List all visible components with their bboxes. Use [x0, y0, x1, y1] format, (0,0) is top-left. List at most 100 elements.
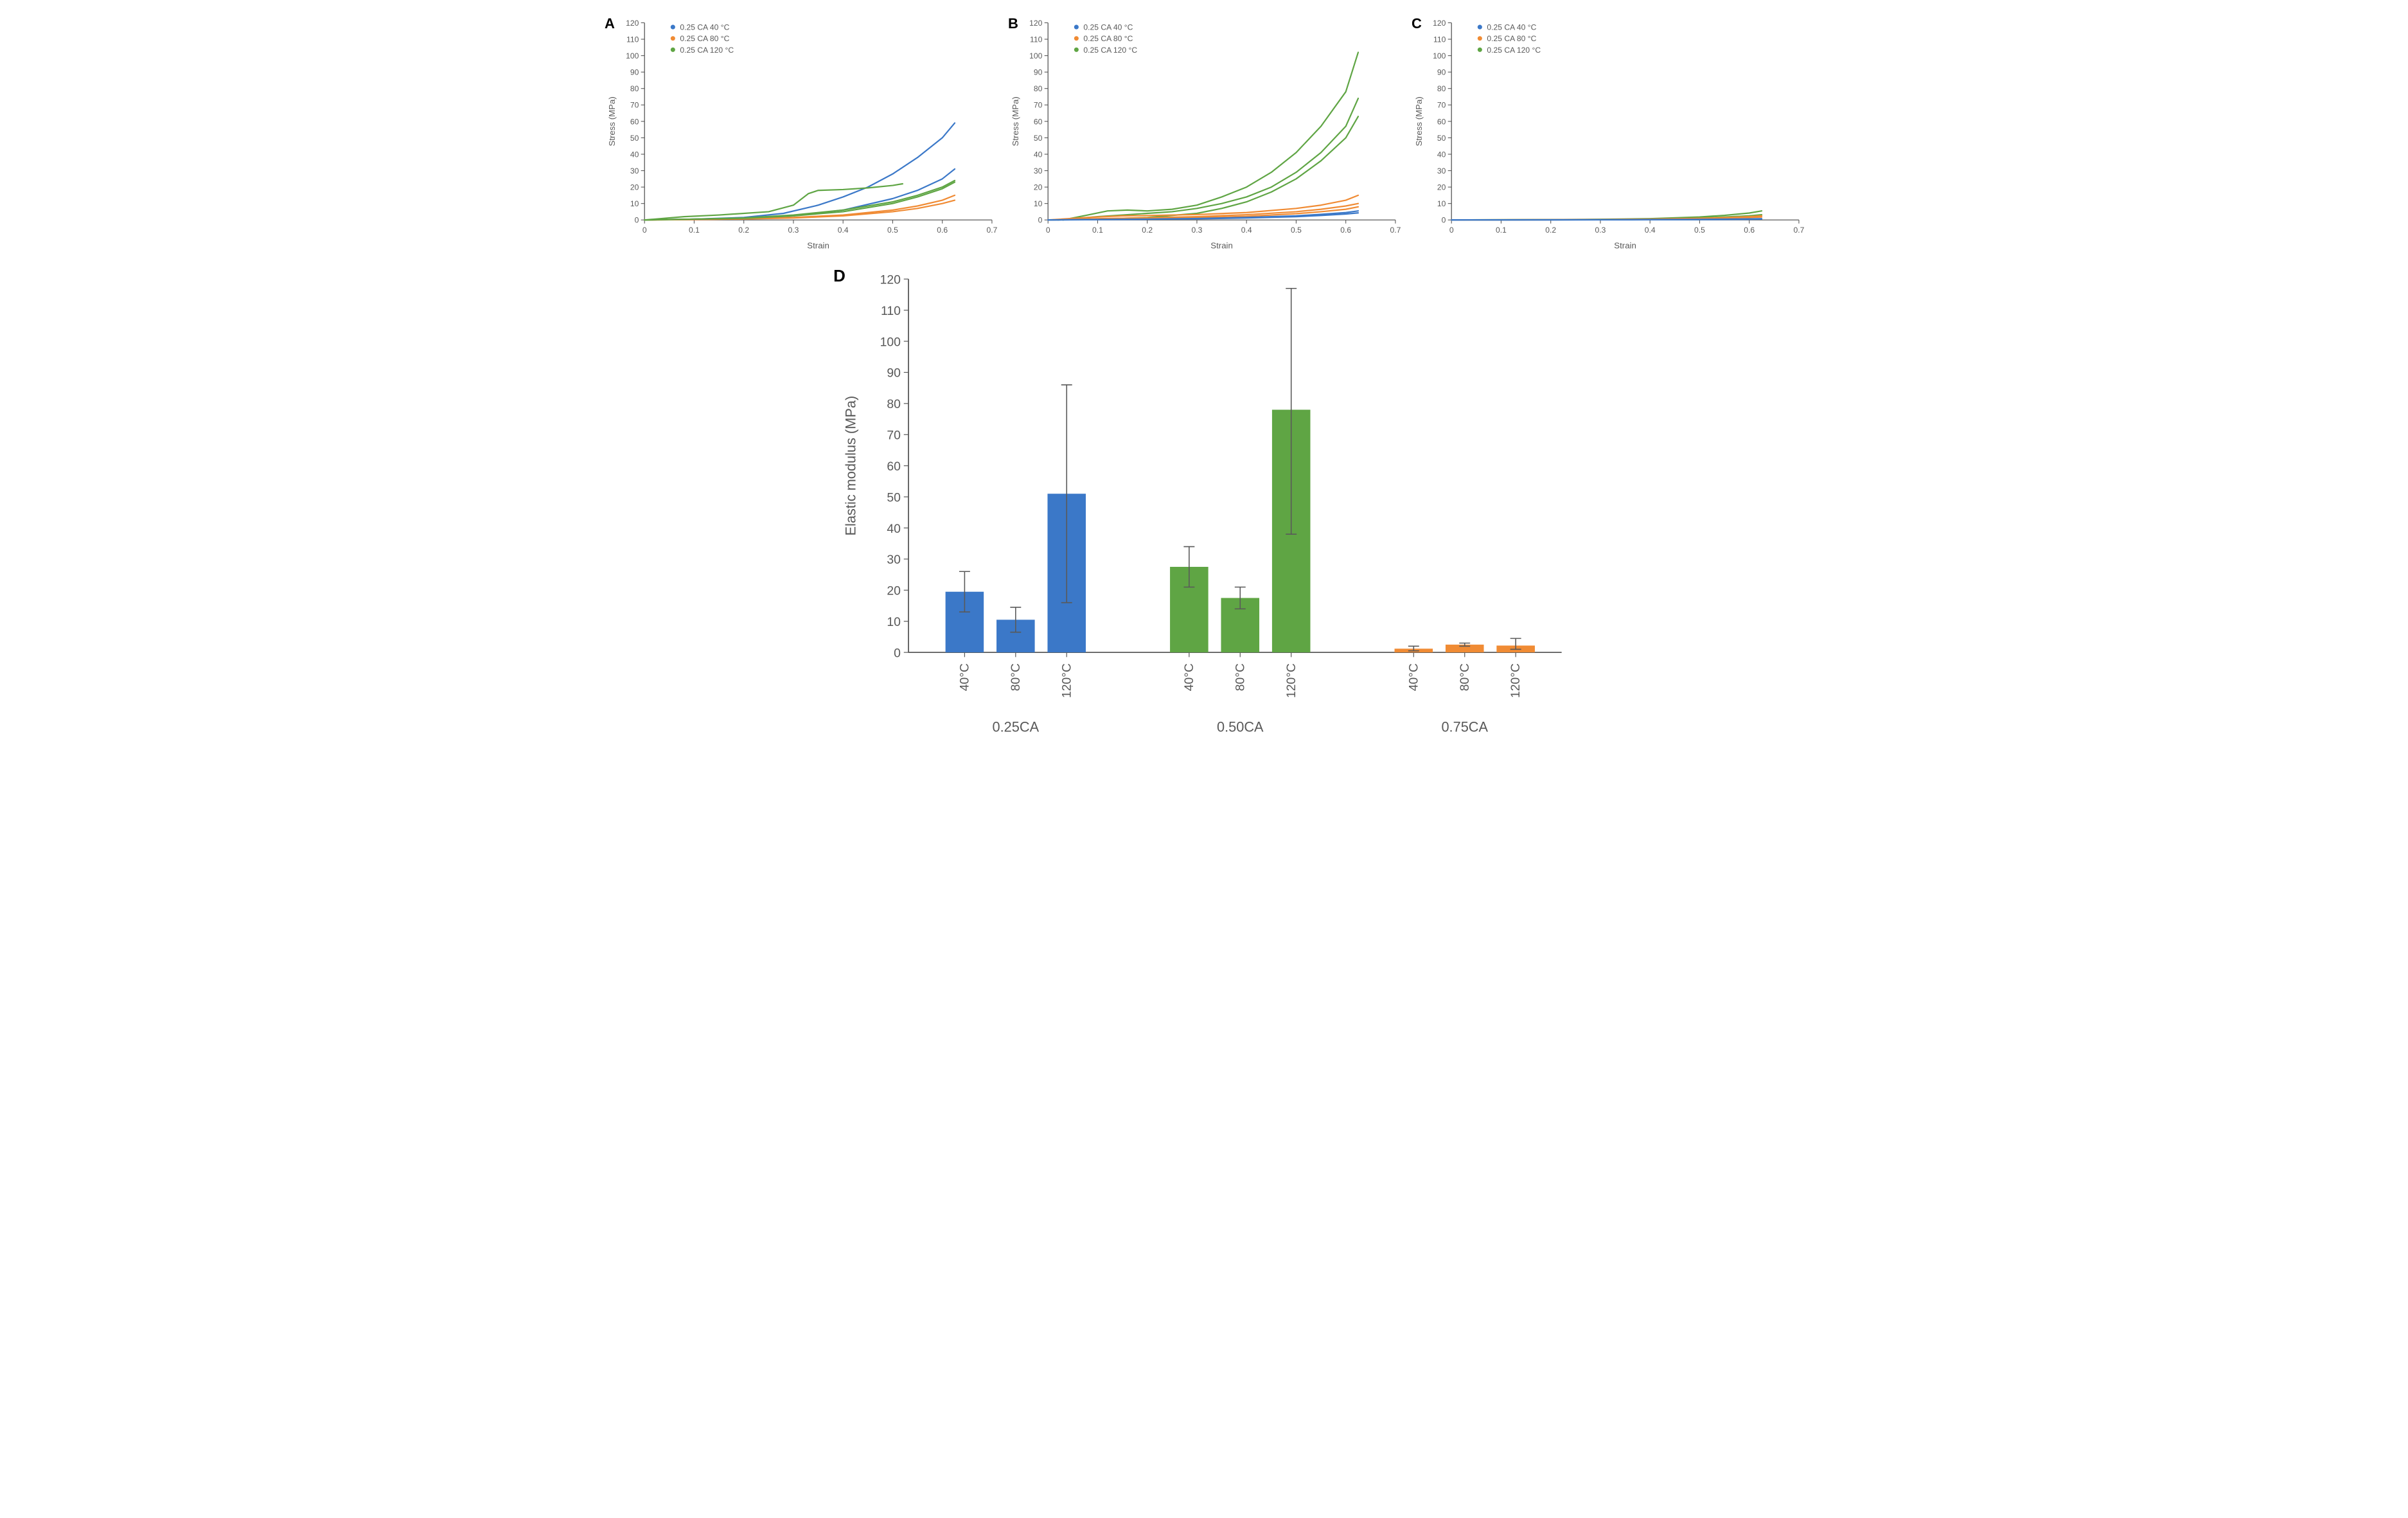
svg-text:90: 90: [630, 68, 639, 77]
svg-text:0.25 CA 80 °C: 0.25 CA 80 °C: [1487, 34, 1536, 43]
svg-text:110: 110: [1433, 35, 1446, 44]
svg-text:70: 70: [1034, 101, 1043, 110]
panel-a: A 010203040506070809010011012000.10.20.3…: [602, 13, 999, 257]
svg-text:30: 30: [1437, 166, 1446, 175]
panel-c-label: C: [1412, 15, 1422, 32]
svg-text:0: 0: [1046, 226, 1050, 235]
svg-text:80°C: 80°C: [1009, 663, 1023, 691]
svg-text:60: 60: [1437, 117, 1446, 126]
svg-text:0: 0: [894, 647, 901, 661]
svg-text:120°C: 120°C: [1284, 663, 1298, 698]
svg-text:0.3: 0.3: [788, 226, 799, 235]
svg-text:110: 110: [626, 35, 639, 44]
svg-text:0: 0: [635, 216, 639, 225]
svg-text:120: 120: [1433, 19, 1446, 28]
svg-text:Strain: Strain: [807, 240, 829, 250]
svg-text:70: 70: [1437, 101, 1446, 110]
svg-text:60: 60: [887, 460, 901, 474]
svg-text:0: 0: [1038, 216, 1043, 225]
svg-text:0: 0: [1449, 226, 1454, 235]
panel-c: C 010203040506070809010011012000.10.20.3…: [1409, 13, 1806, 257]
svg-text:100: 100: [1433, 51, 1446, 60]
svg-text:0.6: 0.6: [1744, 226, 1755, 235]
svg-text:20: 20: [1034, 183, 1043, 192]
svg-text:90: 90: [887, 366, 901, 380]
svg-text:0: 0: [1442, 216, 1446, 225]
svg-text:80: 80: [630, 84, 639, 93]
svg-text:80°C: 80°C: [1233, 663, 1247, 691]
svg-text:0.25 CA 40 °C: 0.25 CA 40 °C: [1487, 22, 1536, 31]
svg-text:80: 80: [887, 397, 901, 411]
panel-b-svg: 010203040506070809010011012000.10.20.30.…: [1005, 13, 1403, 254]
svg-text:50: 50: [1437, 134, 1446, 143]
svg-text:50: 50: [630, 134, 639, 143]
panel-a-svg: 010203040506070809010011012000.10.20.30.…: [602, 13, 999, 254]
svg-text:30: 30: [887, 553, 901, 567]
svg-text:110: 110: [1030, 35, 1043, 44]
svg-text:0.5: 0.5: [1291, 226, 1302, 235]
svg-text:80: 80: [1437, 84, 1446, 93]
svg-text:0: 0: [642, 226, 647, 235]
svg-text:90: 90: [1437, 68, 1446, 77]
svg-text:30: 30: [1034, 166, 1043, 175]
svg-text:40: 40: [887, 522, 901, 536]
svg-text:40: 40: [1034, 150, 1043, 159]
svg-text:120°C: 120°C: [1509, 663, 1523, 698]
svg-text:20: 20: [1437, 183, 1446, 192]
svg-text:0.1: 0.1: [1092, 226, 1103, 235]
svg-text:0.25CA: 0.25CA: [993, 719, 1040, 735]
svg-text:40°C: 40°C: [958, 663, 972, 691]
panel-d: D 0102030405060708090100110120Elastic mo…: [831, 263, 1577, 749]
svg-text:Elastic modulus (MPa): Elastic modulus (MPa): [843, 396, 859, 536]
svg-text:0.5: 0.5: [1694, 226, 1705, 235]
svg-text:60: 60: [1034, 117, 1043, 126]
svg-text:40°C: 40°C: [1406, 663, 1421, 691]
svg-text:0.6: 0.6: [1340, 226, 1351, 235]
panel-b-label: B: [1008, 15, 1018, 32]
svg-text:10: 10: [1437, 199, 1446, 208]
svg-text:0.2: 0.2: [1545, 226, 1556, 235]
svg-text:0.25 CA 80 °C: 0.25 CA 80 °C: [680, 34, 729, 43]
svg-text:40°C: 40°C: [1182, 663, 1196, 691]
svg-text:0.25 CA 80 °C: 0.25 CA 80 °C: [1083, 34, 1133, 43]
svg-text:Stress (MPa): Stress (MPa): [607, 96, 617, 146]
svg-text:0.6: 0.6: [937, 226, 948, 235]
svg-text:10: 10: [630, 199, 639, 208]
svg-text:0.7: 0.7: [1390, 226, 1401, 235]
svg-text:20: 20: [887, 584, 901, 598]
svg-text:30: 30: [630, 166, 639, 175]
svg-text:0.5: 0.5: [887, 226, 898, 235]
svg-text:0.3: 0.3: [1595, 226, 1606, 235]
svg-text:70: 70: [630, 101, 639, 110]
svg-text:110: 110: [881, 304, 901, 318]
svg-text:0.1: 0.1: [689, 226, 700, 235]
svg-text:Strain: Strain: [1210, 240, 1233, 250]
svg-text:60: 60: [630, 117, 639, 126]
svg-text:Stress (MPa): Stress (MPa): [1011, 96, 1020, 146]
svg-text:Stress (MPa): Stress (MPa): [1414, 96, 1424, 146]
svg-text:0.25 CA 120 °C: 0.25 CA 120 °C: [1487, 46, 1541, 55]
svg-text:0.1: 0.1: [1496, 226, 1507, 235]
svg-text:0.2: 0.2: [1142, 226, 1153, 235]
svg-text:0.25 CA 40 °C: 0.25 CA 40 °C: [1083, 22, 1133, 31]
svg-text:0.50CA: 0.50CA: [1217, 719, 1264, 735]
svg-text:120: 120: [880, 273, 901, 287]
svg-text:0.25 CA 120 °C: 0.25 CA 120 °C: [680, 46, 734, 55]
svg-text:0.4: 0.4: [1241, 226, 1252, 235]
svg-text:0.25 CA 120 °C: 0.25 CA 120 °C: [1083, 46, 1137, 55]
bottom-row: D 0102030405060708090100110120Elastic mo…: [602, 263, 1806, 749]
svg-text:120°C: 120°C: [1059, 663, 1074, 698]
svg-text:10: 10: [887, 615, 901, 629]
svg-text:0.3: 0.3: [1192, 226, 1203, 235]
svg-text:0.2: 0.2: [738, 226, 749, 235]
svg-text:0.25 CA 40 °C: 0.25 CA 40 °C: [680, 22, 729, 31]
svg-text:0.7: 0.7: [1794, 226, 1805, 235]
svg-text:100: 100: [626, 51, 639, 60]
svg-text:70: 70: [887, 429, 901, 443]
panel-c-svg: 010203040506070809010011012000.10.20.30.…: [1409, 13, 1806, 254]
svg-text:100: 100: [880, 335, 901, 349]
figure-root: A 010203040506070809010011012000.10.20.3…: [602, 13, 1806, 749]
svg-text:0.7: 0.7: [987, 226, 998, 235]
svg-text:40: 40: [630, 150, 639, 159]
svg-text:90: 90: [1034, 68, 1043, 77]
